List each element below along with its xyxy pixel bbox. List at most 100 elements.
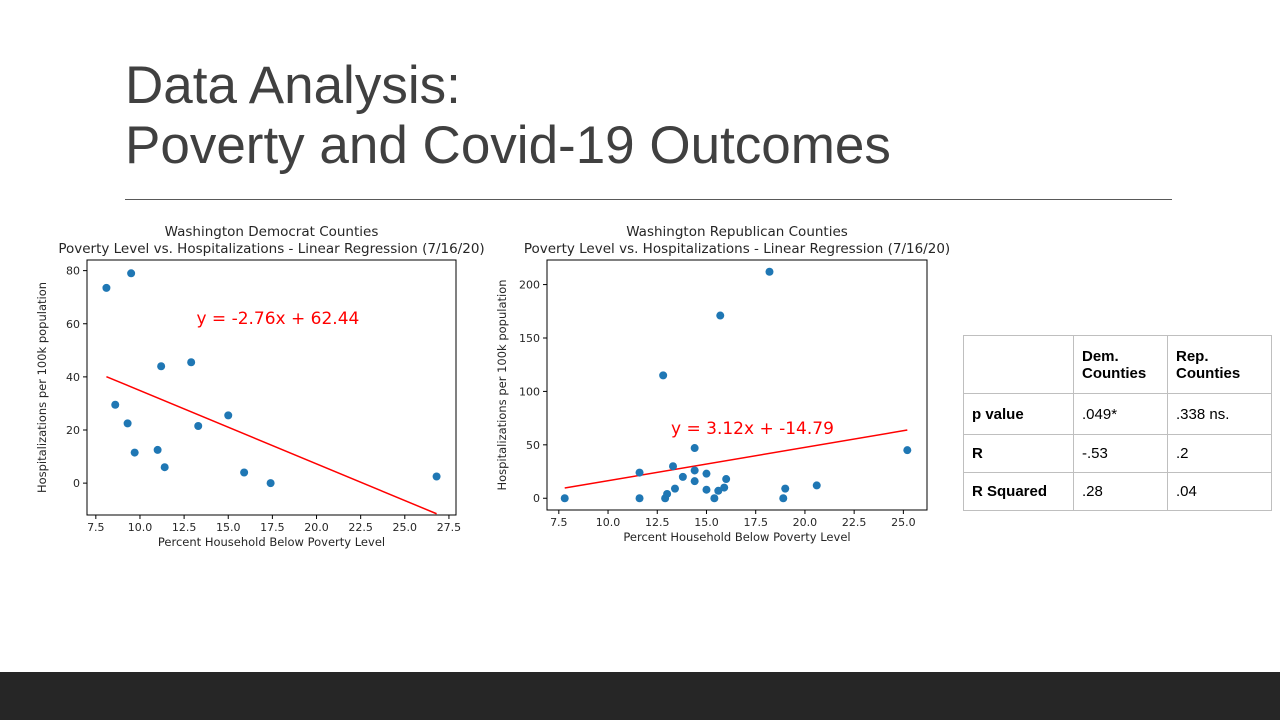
- x-tick-label: 25.0: [393, 521, 418, 534]
- x-tick-label: 20.0: [793, 516, 818, 529]
- y-tick-label: 150: [519, 332, 540, 345]
- y-tick-label: 0: [73, 477, 80, 490]
- data-point: [123, 419, 132, 428]
- data-point: [157, 362, 166, 371]
- y-tick-label: 80: [66, 265, 80, 278]
- table-row: p value .049* .338 ns.: [963, 393, 1272, 435]
- plot-frame: [546, 259, 928, 511]
- chart-subtitle: Poverty Level vs. Hospitalizations - Lin…: [58, 241, 484, 257]
- plot-frame: [86, 259, 457, 516]
- data-point: [127, 269, 136, 278]
- data-point: [635, 468, 644, 477]
- chart-title: Washington Republican Counties: [626, 224, 848, 240]
- data-point: [812, 481, 821, 490]
- table-row: R Squared .28 .04: [963, 472, 1272, 511]
- y-tick-label: 200: [519, 279, 540, 292]
- title-divider: [125, 199, 1172, 200]
- slide-title: Data Analysis: Poverty and Covid-19 Outc…: [125, 56, 891, 176]
- y-axis-label: Hospitalizations per 100k population: [495, 279, 509, 490]
- row-label-r: R: [963, 434, 1074, 473]
- regression-line: [106, 375, 437, 515]
- x-tick-label: 22.5: [348, 521, 373, 534]
- chart-title: Washington Democrat Counties: [165, 224, 379, 240]
- regression-equation: y = 3.12x + -14.79: [671, 419, 834, 439]
- x-tick-label: 10.0: [596, 516, 621, 529]
- data-point: [224, 411, 233, 420]
- y-tick-label: 40: [66, 371, 80, 384]
- data-point: [102, 283, 111, 292]
- header-dem-counties: Dem. Counties: [1073, 335, 1168, 394]
- y-axis-label: Hospitalizations per 100k population: [35, 282, 49, 493]
- x-tick-label: 27.5: [437, 521, 462, 534]
- y-tick-label: 20: [66, 424, 80, 437]
- regression-line: [564, 429, 908, 489]
- data-point: [111, 400, 120, 409]
- data-point: [266, 479, 275, 488]
- data-point: [659, 371, 668, 380]
- data-point: [153, 445, 162, 454]
- data-point: [240, 468, 249, 477]
- x-tick-label: 7.5: [550, 516, 568, 529]
- x-tick-label: 20.0: [304, 521, 329, 534]
- slide-title-line-2: Poverty and Covid-19 Outcomes: [125, 116, 891, 175]
- dem-r-squared: .28: [1073, 472, 1168, 511]
- y-tick-label: 0: [533, 492, 540, 505]
- slide-title-line-1: Data Analysis:: [125, 56, 461, 115]
- data-point: [781, 484, 790, 493]
- x-tick-label: 7.5: [87, 521, 105, 534]
- x-tick-label: 12.5: [172, 521, 197, 534]
- x-tick-label: 15.0: [694, 516, 719, 529]
- data-point: [903, 446, 912, 455]
- data-point: [432, 472, 441, 481]
- dem-p-value: .049*: [1073, 393, 1168, 435]
- data-point: [160, 463, 169, 472]
- data-point: [187, 358, 196, 367]
- data-point: [635, 494, 644, 503]
- row-label-p-value: p value: [963, 393, 1074, 435]
- dem-r: -.53: [1073, 434, 1168, 473]
- chart-subtitle: Poverty Level vs. Hospitalizations - Lin…: [524, 241, 950, 257]
- x-tick-label: 12.5: [645, 516, 670, 529]
- data-point: [714, 486, 723, 495]
- table-corner-cell: [963, 335, 1074, 394]
- table-row: R -.53 .2: [963, 434, 1272, 473]
- rep-r: .2: [1167, 434, 1272, 473]
- x-tick-label: 17.5: [743, 516, 768, 529]
- data-point: [765, 267, 774, 276]
- regression-equation: y = -2.76x + 62.44: [196, 309, 359, 329]
- data-point: [669, 462, 678, 471]
- y-tick-label: 50: [526, 439, 540, 452]
- data-point: [670, 484, 679, 493]
- data-point: [779, 494, 788, 503]
- data-point: [722, 475, 731, 484]
- data-point: [710, 494, 719, 503]
- y-tick-label: 100: [519, 385, 540, 398]
- rep-p-value: .338 ns.: [1167, 393, 1272, 435]
- data-point: [690, 477, 699, 486]
- x-tick-label: 17.5: [260, 521, 285, 534]
- data-point: [194, 422, 203, 431]
- x-tick-label: 10.0: [128, 521, 153, 534]
- data-point: [690, 444, 699, 453]
- data-point: [663, 489, 672, 498]
- data-point: [716, 311, 725, 320]
- row-label-r-squared: R Squared: [963, 472, 1074, 511]
- x-axis-label: Percent Household Below Poverty Level: [623, 530, 850, 544]
- table-header-row: Dem. Counties Rep. Counties: [963, 335, 1272, 394]
- footer-bar: [0, 672, 1280, 720]
- data-point: [702, 485, 711, 494]
- regression-stats-table: Dem. Counties Rep. Counties p value .049…: [963, 335, 1272, 511]
- data-point: [702, 469, 711, 478]
- x-tick-label: 25.0: [891, 516, 916, 529]
- header-rep-counties: Rep. Counties: [1167, 335, 1272, 394]
- x-tick-label: 22.5: [842, 516, 867, 529]
- data-point: [678, 472, 687, 481]
- y-tick-label: 60: [66, 318, 80, 331]
- rep-r-squared: .04: [1167, 472, 1272, 511]
- x-tick-label: 15.0: [216, 521, 241, 534]
- x-axis-label: Percent Household Below Poverty Level: [158, 535, 385, 549]
- data-point: [720, 483, 729, 492]
- data-point: [130, 448, 139, 457]
